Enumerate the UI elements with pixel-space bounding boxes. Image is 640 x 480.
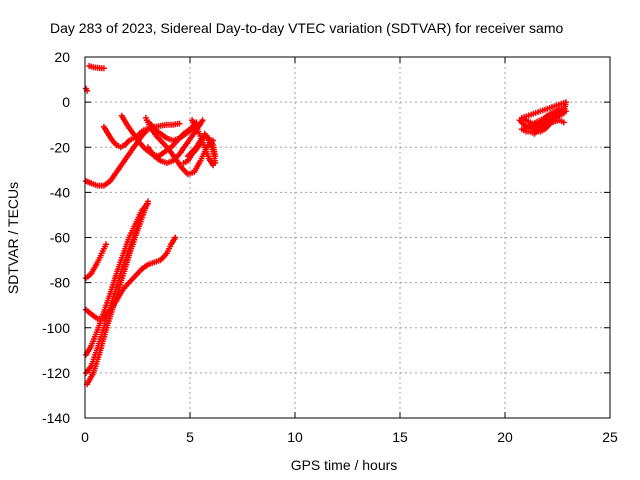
data-point [212, 153, 219, 160]
y-tick-label: 20 [54, 49, 70, 65]
x-tick-label: 15 [392, 429, 408, 445]
data-markers [83, 63, 569, 388]
y-tick-label: 0 [62, 94, 70, 110]
series-arc-descend-4 [146, 119, 196, 144]
data-point [210, 162, 217, 169]
series-arc-swoop-3 [189, 117, 217, 169]
x-tick-label: 25 [602, 429, 618, 445]
y-tick-label: -100 [42, 320, 70, 336]
x-tick-label: 10 [287, 429, 303, 445]
x-tick-label: 5 [186, 429, 194, 445]
x-tick-label: 20 [497, 429, 513, 445]
x-axis-label: GPS time / hours [291, 457, 398, 473]
data-point [560, 119, 567, 126]
data-point [103, 241, 109, 248]
series-arc-low-left [83, 241, 109, 282]
data-point [172, 234, 179, 241]
series-arc-dip-right [83, 234, 179, 322]
y-tick-label: -120 [42, 365, 70, 381]
y-tick-label: -140 [42, 410, 70, 426]
chart-title: Day 283 of 2023, Sidereal Day-to-day VTE… [50, 20, 563, 36]
y-tick-label: -80 [50, 275, 70, 291]
y-tick-label: -40 [50, 184, 70, 200]
data-point [100, 65, 107, 72]
series-cluster-right [516, 99, 569, 137]
series-arc-swoop-4 [184, 133, 219, 160]
series-arc-swoop-1 [145, 117, 206, 166]
data-point [142, 126, 149, 133]
axis-tick-labels: 0 5 10 15 20 25 -140 -120 -100 -80 -60 -40 -20 0 20 [42, 49, 618, 445]
y-axis-label: SDTVAR / TECUs [5, 182, 21, 294]
data-point [143, 200, 150, 207]
y-tick-label: -60 [50, 230, 70, 246]
y-tick-label: -20 [50, 139, 70, 155]
plot-frame [84, 56, 611, 419]
series-arc-top-short [86, 63, 107, 72]
grid-lines [85, 57, 610, 418]
data-point [199, 117, 206, 124]
x-tick-label: 0 [81, 429, 89, 445]
series-arc-descend-1 [100, 123, 149, 151]
data-point [176, 120, 183, 127]
